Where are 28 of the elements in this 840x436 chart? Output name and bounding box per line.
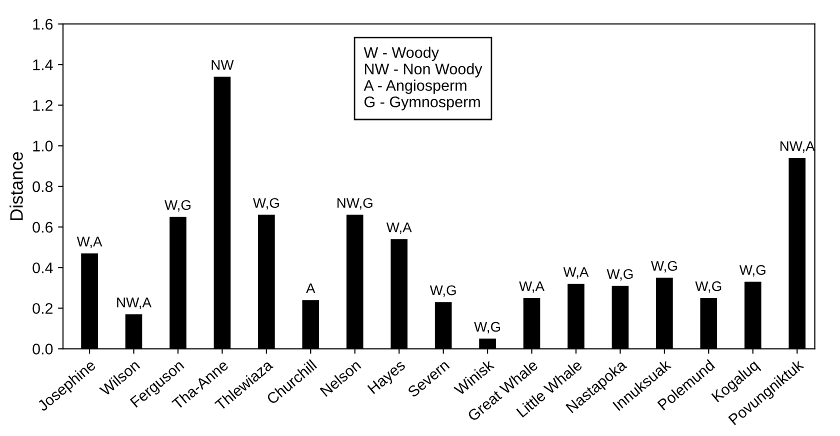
y-tick-label: 1.2 [33,100,53,111]
data-label: W,A [386,222,412,234]
y-tick-label: 1.4 [33,60,53,70]
data-label: W,G [252,198,279,210]
data-label: A [306,283,316,294]
data-label: NW,G [337,198,372,210]
data-label: W,A [563,267,589,279]
data-label: W,A [76,236,102,248]
data-label: NW [212,60,234,70]
y-tick-label: 0.2 [32,303,53,314]
data-label: NW,A [780,141,815,153]
y-tick-label: 0.4 [32,262,53,274]
y-tick-label: 0.6 [32,222,53,233]
y-tick-label: 0.8 [32,181,53,192]
y-tick-label: 1.6 [33,18,53,30]
data-label: W,G [650,261,677,272]
data-label: W,G [695,281,722,293]
text: 1.0 [33,140,53,152]
data-label: W,G [606,269,633,281]
data-label: NW,A [117,298,152,310]
y-axis-title: Distance [10,152,23,220]
data-label: W,A [519,281,544,293]
data-label: W,G [739,265,766,277]
annotation: W - Woody NW - Non Woody A - Angiosperm G - Gymnosperm [364,46,482,110]
text: 0.0 [32,344,53,354]
data-label: W,G [430,285,456,297]
data-label: W,G [164,200,190,212]
data-label: W,G [474,322,500,334]
